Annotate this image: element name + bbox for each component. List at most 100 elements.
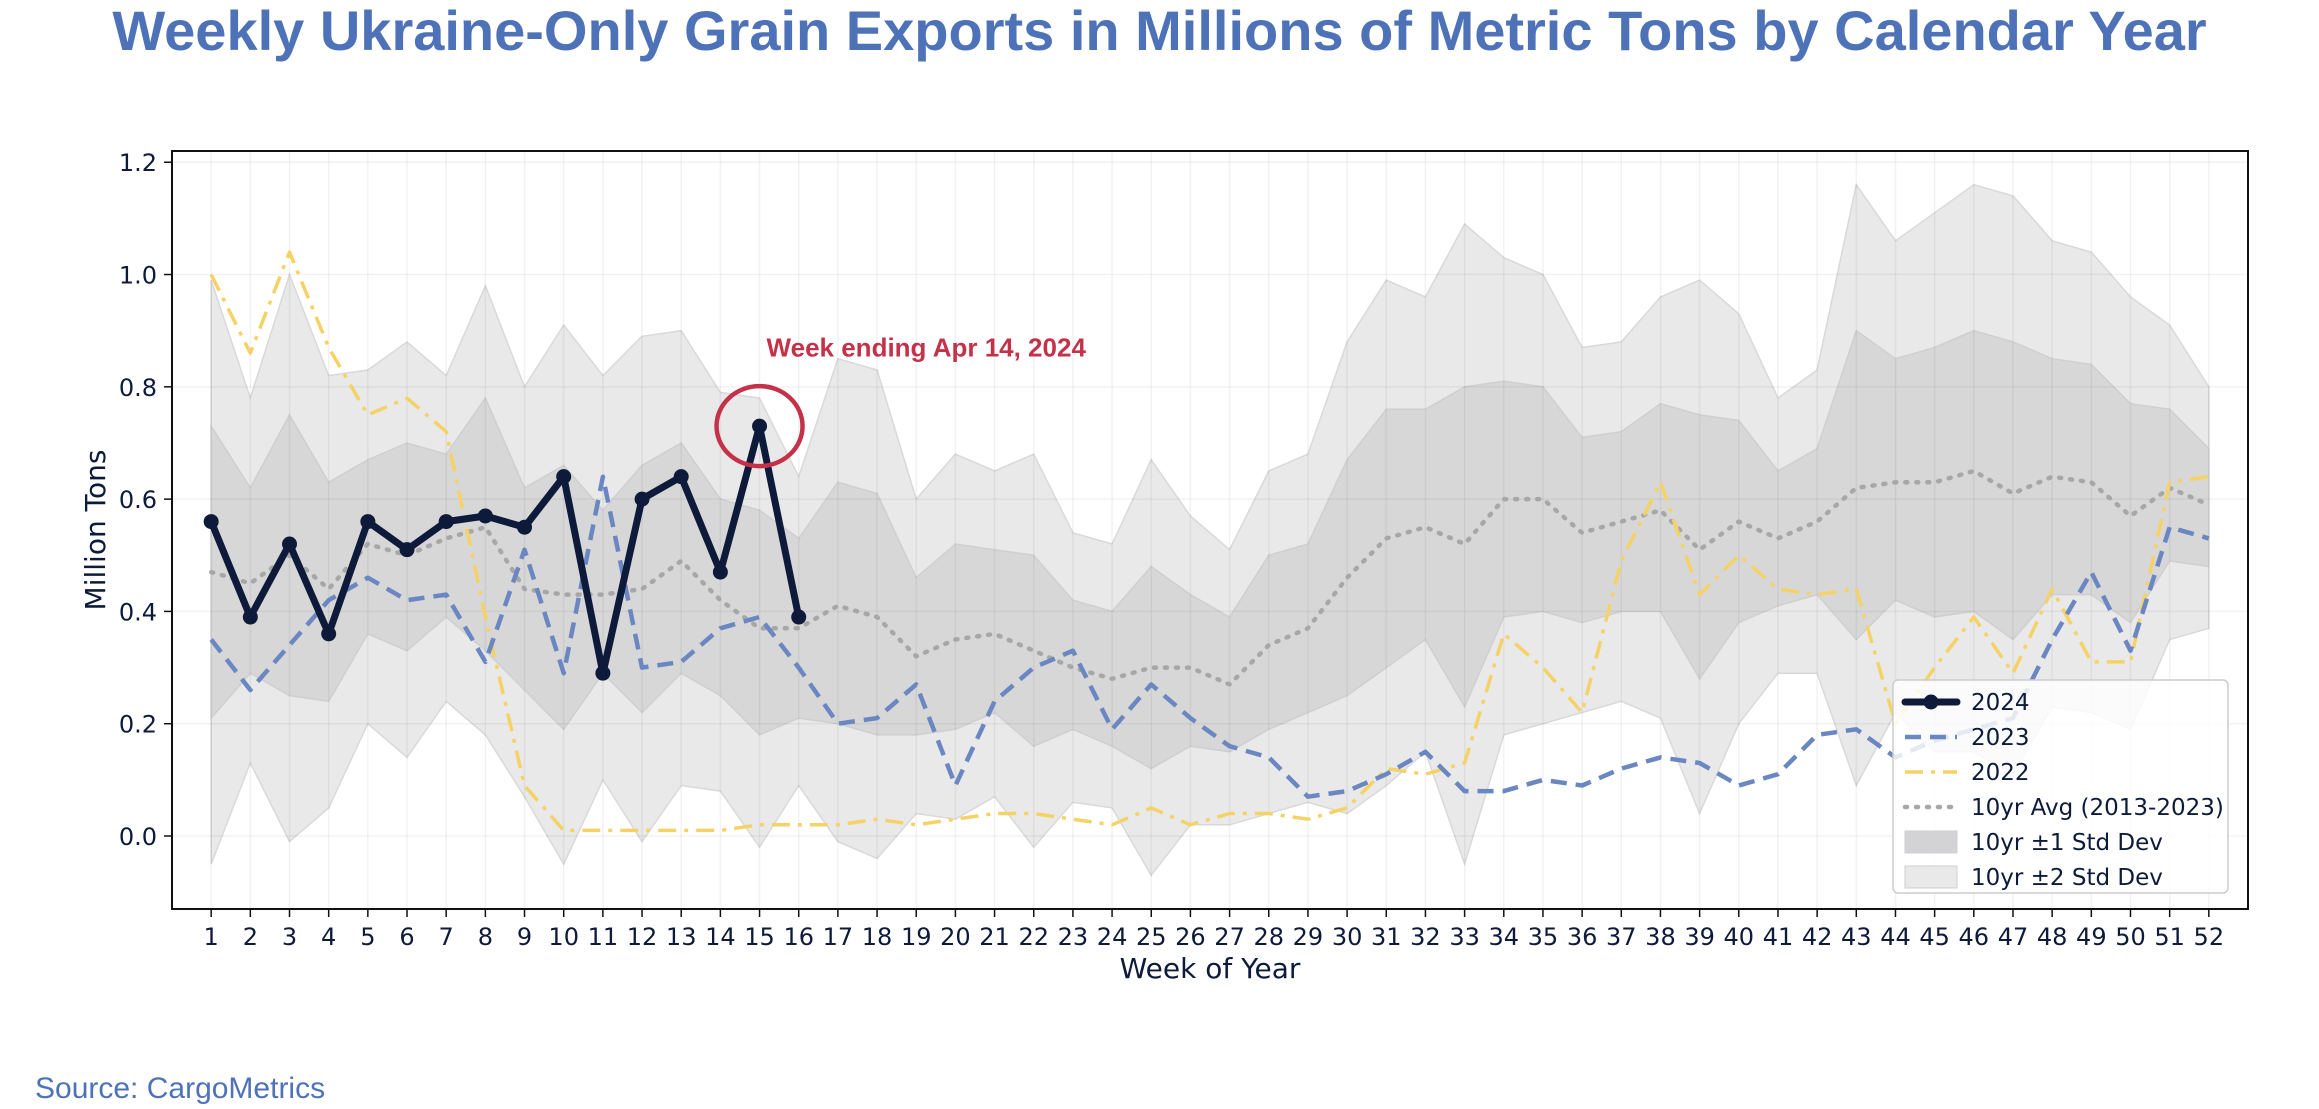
x-tick-label: 32 xyxy=(1410,923,1441,951)
data-point-2024 xyxy=(203,514,219,530)
x-tick-label: 39 xyxy=(1684,923,1715,951)
x-tick-label: 30 xyxy=(1332,923,1363,951)
y-tick-label: 0.2 xyxy=(119,711,157,739)
band-1-std-dev xyxy=(210,329,2210,770)
data-point-2024 xyxy=(282,536,298,552)
x-tick-label: 5 xyxy=(360,923,375,951)
x-tick-label: 12 xyxy=(627,923,658,951)
annotation-label: Week ending Apr 14, 2024 xyxy=(767,332,1087,362)
legend-label: 2023 xyxy=(1971,725,2030,751)
data-point-2024 xyxy=(673,469,689,485)
x-tick-label: 24 xyxy=(1097,923,1128,951)
legend-box xyxy=(1892,679,2229,894)
x-tick-label: 9 xyxy=(517,923,532,951)
legend-label: 2022 xyxy=(1971,760,2030,786)
x-tick-label: 16 xyxy=(783,923,814,951)
x-tick-label: 43 xyxy=(1841,923,1872,951)
x-tick-label: 44 xyxy=(1880,923,1911,951)
y-tick-label: 0.6 xyxy=(119,486,157,514)
data-point-2024 xyxy=(791,609,807,625)
chart-title: Weekly Ukraine-Only Grain Exports in Mil… xyxy=(112,0,2207,62)
legend-marker-2024 xyxy=(1923,694,1939,710)
data-point-2024 xyxy=(399,542,415,558)
x-tick-label: 42 xyxy=(1802,923,1833,951)
x-tick-label: 46 xyxy=(1959,923,1990,951)
chart-legend: 2024 2023 2022 10yr Avg (2013-2023) 10yr ±1 … xyxy=(1892,679,2229,894)
annotation-circle xyxy=(714,383,805,469)
x-tick-label: 11 xyxy=(588,923,619,951)
legend-label: 10yr Avg (2013-2023) xyxy=(1971,795,2224,821)
x-tick-label: 23 xyxy=(1058,923,1089,951)
x-tick-label: 18 xyxy=(862,923,893,951)
x-tick-label: 47 xyxy=(1998,923,2029,951)
x-tick-label: 7 xyxy=(439,923,454,951)
x-tick-label: 28 xyxy=(1253,923,1284,951)
x-tick-label: 3 xyxy=(282,923,297,951)
x-tick-label: 21 xyxy=(979,923,1010,951)
std-dev-bands xyxy=(210,182,2210,877)
x-tick-label: 26 xyxy=(1175,923,1206,951)
x-tick-label: 19 xyxy=(901,923,932,951)
plot-frame xyxy=(171,150,2249,910)
series-line-2023 xyxy=(209,474,2210,799)
x-tick-label: 48 xyxy=(2037,923,2068,951)
data-point-2024 xyxy=(242,609,258,625)
x-tick-label: 40 xyxy=(1724,923,1755,951)
band-2-std-dev xyxy=(210,182,2210,877)
x-tick-label: 8 xyxy=(478,923,493,951)
data-point-2024 xyxy=(634,491,650,507)
chart-annotation: Week ending Apr 14, 2024 xyxy=(714,332,1087,469)
data-point-2024 xyxy=(321,626,337,642)
x-tick-label: 41 xyxy=(1763,923,1794,951)
x-tick-label: 31 xyxy=(1371,923,1402,951)
legend-swatch-band xyxy=(1904,830,1958,854)
x-tick-label: 49 xyxy=(2076,923,2107,951)
y-tick-label: 0.0 xyxy=(119,823,157,851)
x-tick-label: 4 xyxy=(321,923,336,951)
x-tick-label: 27 xyxy=(1214,923,1245,951)
x-tick-label: 2 xyxy=(243,923,258,951)
legend-swatch-band xyxy=(1904,865,1958,889)
data-point-2024 xyxy=(595,665,611,681)
x-tick-label: 52 xyxy=(2194,923,2225,951)
data-point-2024 xyxy=(712,564,728,580)
x-tick-label: 35 xyxy=(1528,923,1559,951)
x-tick-label: 37 xyxy=(1606,923,1637,951)
x-tick-label: 10 xyxy=(548,923,579,951)
x-tick-label: 34 xyxy=(1489,923,1520,951)
y-tick-label: 0.8 xyxy=(119,374,157,402)
chart-series xyxy=(203,250,2212,833)
source-note: Source: CargoMetrics xyxy=(35,1072,326,1105)
legend-label: 2024 xyxy=(1971,690,2030,716)
series-line-2024 xyxy=(207,422,803,677)
y-axis-label: Million Tons xyxy=(79,450,112,611)
legend-label: 10yr ±2 Std Dev xyxy=(1971,865,2163,891)
x-axis-label: Week of Year xyxy=(1120,952,1301,985)
chart-grid xyxy=(172,151,2248,909)
x-tick-label: 38 xyxy=(1645,923,1676,951)
y-tick-label: 0.4 xyxy=(119,598,157,626)
data-point-2024 xyxy=(360,514,376,530)
data-point-2024 xyxy=(438,514,454,530)
x-tick-label: 33 xyxy=(1449,923,1480,951)
y-tick-label: 1.0 xyxy=(119,262,157,290)
x-tick-label: 22 xyxy=(1018,923,1049,951)
data-point-2024 xyxy=(477,508,493,524)
x-tick-label: 36 xyxy=(1567,923,1598,951)
data-point-2024 xyxy=(556,469,572,485)
legend-label: 10yr ±1 Std Dev xyxy=(1971,830,2163,856)
x-tick-label: 13 xyxy=(666,923,697,951)
series-line-2022 xyxy=(209,250,2210,833)
series-line-10yr xyxy=(208,468,2212,687)
x-tick-label: 29 xyxy=(1293,923,1324,951)
x-tick-label: 45 xyxy=(1919,923,1950,951)
chart-axes: 1 2 3 4 5 6 7 8 9 10 11 12 13 14 15 16 17 18 19 20 21 22 23 24 2… xyxy=(79,149,2249,985)
x-tick-label: 17 xyxy=(823,923,854,951)
x-tick-label: 1 xyxy=(204,923,219,951)
x-tick-label: 6 xyxy=(399,923,414,951)
x-tick-label: 15 xyxy=(744,923,775,951)
y-tick-label: 1.2 xyxy=(119,149,157,177)
x-tick-label: 20 xyxy=(940,923,971,951)
x-tick-label: 51 xyxy=(2154,923,2185,951)
